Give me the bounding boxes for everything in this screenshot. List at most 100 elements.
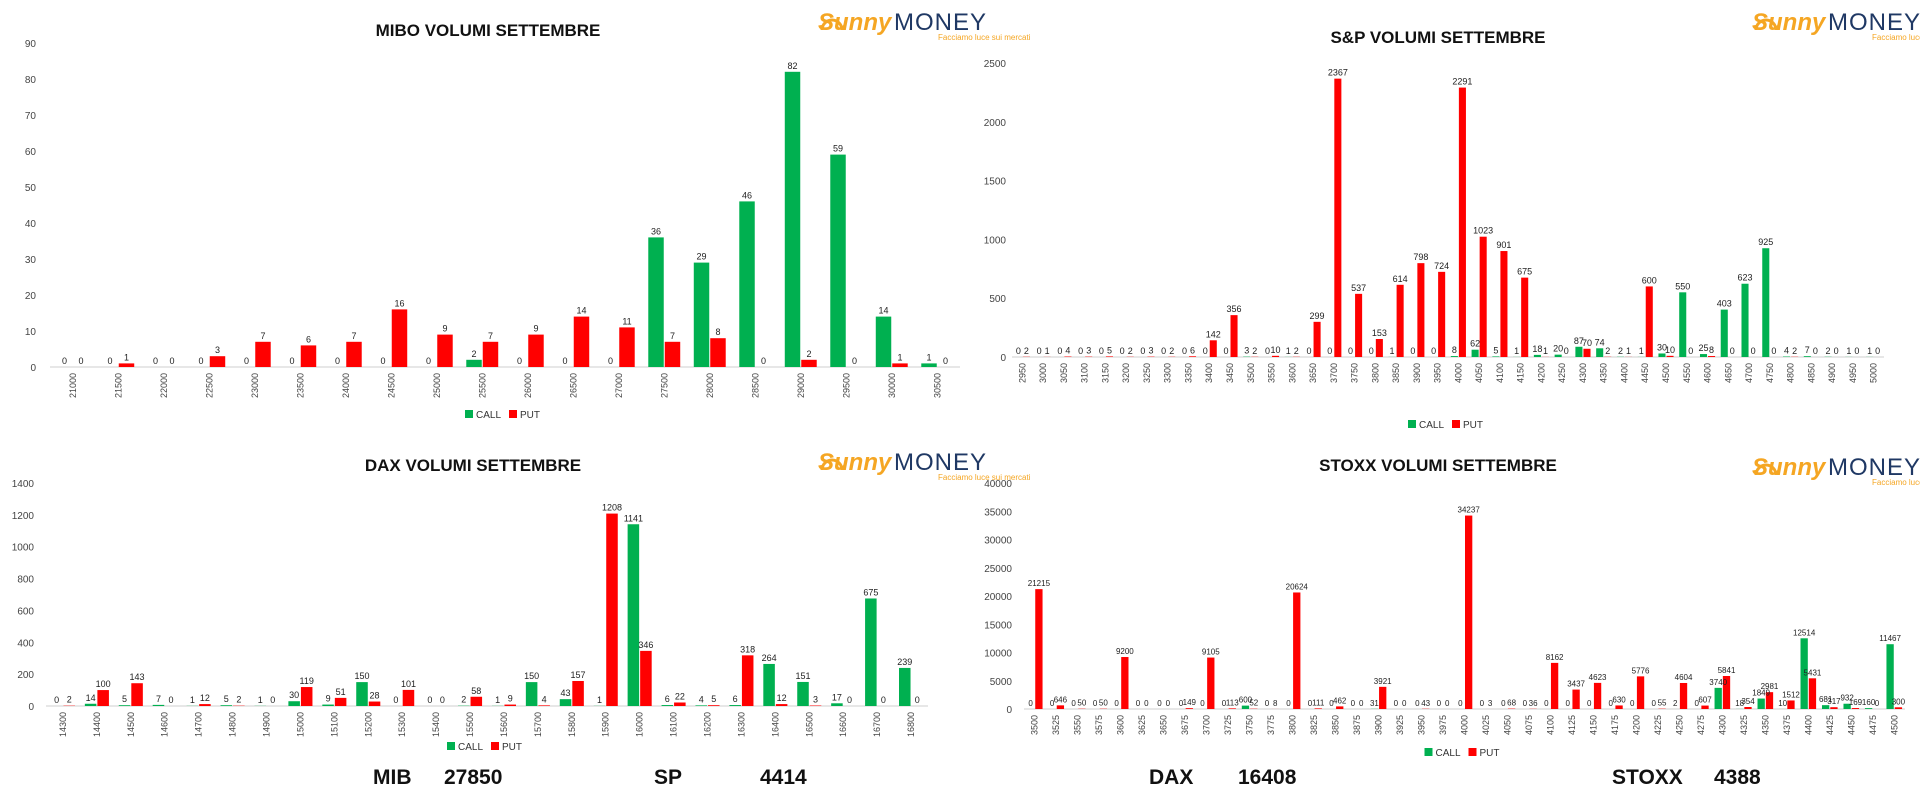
put-bar (1521, 277, 1529, 357)
y-tick-label: 10000 (984, 649, 1012, 660)
x-tick-label: 4275 (1696, 715, 1706, 735)
call-data-label: 1 (258, 695, 263, 705)
put-bar (131, 683, 143, 706)
put-bar (1593, 682, 1602, 709)
call-data-label: 20 (1553, 344, 1563, 354)
put-data-label: 0 (761, 356, 766, 366)
legend-put-swatch (1468, 748, 1477, 756)
x-tick-label: 4150 (1516, 363, 1526, 383)
footer-mib-value: 27850 (444, 766, 503, 789)
put-data-label: 630 (1612, 695, 1626, 704)
call-bar (220, 705, 233, 706)
call-data-label: 1 (1846, 346, 1851, 356)
call-data-label: 1 (597, 695, 602, 705)
call-data-label: 925 (1758, 237, 1773, 247)
x-tick-label: 3850 (1391, 363, 1401, 383)
logo-brand-right: MONEY (1828, 454, 1920, 481)
x-tick-label: 4125 (1567, 715, 1577, 735)
call-data-label: 18 (1532, 344, 1542, 354)
put-bar (482, 341, 499, 367)
call-bar (661, 705, 674, 706)
call-bar (1575, 346, 1583, 357)
call-data-label: 59 (833, 144, 843, 154)
call-data-label: 4 (699, 694, 704, 704)
call-data-label: 150 (354, 671, 369, 681)
sun-icon (1754, 463, 1778, 476)
call-data-label: 1 (1639, 346, 1644, 356)
call-data-label: 43 (561, 688, 571, 698)
put-data-label: 6 (1190, 345, 1195, 355)
put-bar (402, 689, 415, 706)
put-data-label: 798 (1413, 252, 1428, 262)
chart-title: MIBO VOLUMI SETTEMBRE (376, 21, 601, 40)
put-data-label: 3 (1488, 699, 1493, 708)
put-data-label: 5 (711, 694, 716, 704)
call-data-label: 1 (190, 695, 195, 705)
call-data-label: 0 (427, 695, 432, 705)
put-data-label: 0 (881, 695, 886, 705)
put-bar (199, 704, 211, 706)
put-data-label: 0 (1359, 699, 1364, 708)
put-data-label: 2 (1128, 346, 1133, 356)
y-tick-label: 1500 (984, 177, 1007, 188)
put-data-label: 113 (1226, 698, 1239, 707)
call-data-label: 0 (1093, 699, 1098, 708)
call-data-label: 264 (762, 653, 777, 663)
footer-mib-label: MIB (373, 766, 412, 789)
put-bar (1188, 356, 1197, 357)
call-data-label: 1 (1286, 346, 1291, 356)
call-bar (1864, 708, 1873, 709)
y-tick-label: 80 (25, 75, 37, 86)
legend-put-label: PUT (502, 742, 522, 753)
y-tick-label: 40000 (984, 479, 1012, 490)
put-data-label: 5841 (1718, 666, 1736, 675)
x-tick-label: 23000 (250, 373, 260, 398)
call-data-label: 7 (156, 694, 161, 704)
x-tick-label: 29000 (796, 373, 806, 398)
put-bar (1230, 315, 1238, 357)
put-bar (710, 338, 726, 367)
put-bar (391, 309, 408, 367)
put-bar (1105, 356, 1113, 357)
call-data-label: 10 (1778, 699, 1787, 708)
call-data-label: 0 (1327, 346, 1332, 356)
x-tick-label: 4375 (1782, 715, 1792, 735)
call-data-label: 0 (1078, 346, 1083, 356)
call-data-label: 0 (1307, 346, 1312, 356)
put-data-label: 12 (777, 693, 787, 703)
put-data-label: 0 (1402, 699, 1407, 708)
legend-call-swatch (465, 410, 473, 418)
sun-icon (820, 458, 844, 471)
put-data-label: 0 (1564, 346, 1569, 356)
y-tick-label: 1400 (12, 479, 35, 490)
put-data-label: 3 (813, 695, 818, 705)
x-tick-label: 3150 (1100, 363, 1110, 383)
x-tick-label: 3550 (1267, 363, 1277, 383)
x-tick-label: 3450 (1225, 363, 1235, 383)
x-tick-label: 4225 (1653, 715, 1663, 735)
call-bar (466, 359, 482, 367)
put-bar (1035, 589, 1043, 709)
y-tick-label: 60 (25, 147, 37, 158)
put-data-label: 52 (1249, 699, 1258, 708)
call-bar (729, 705, 741, 706)
legend-put-label: PUT (1480, 748, 1500, 759)
put-data-label: 299 (1310, 311, 1325, 321)
call-data-label: 0 (563, 356, 568, 366)
y-tick-label: 800 (17, 575, 34, 586)
put-data-label: 0 (1688, 346, 1693, 356)
call-data-label: 160 (1862, 698, 1876, 707)
sun-icon (1754, 18, 1778, 31)
footer-sp-label: SP (654, 766, 683, 789)
put-data-label: 0 (1875, 346, 1880, 356)
put-bar (1293, 592, 1301, 709)
put-data-label: 600 (1642, 275, 1657, 285)
put-data-label: 3437 (1567, 680, 1585, 689)
x-tick-label: 4700 (1744, 363, 1754, 383)
sun-icon (820, 18, 844, 31)
put-bar (1808, 678, 1817, 709)
put-bar (1121, 657, 1129, 709)
x-tick-label: 3050 (1059, 363, 1069, 383)
x-tick-label: 22500 (204, 373, 214, 398)
x-tick-label: 4400 (1803, 715, 1813, 735)
